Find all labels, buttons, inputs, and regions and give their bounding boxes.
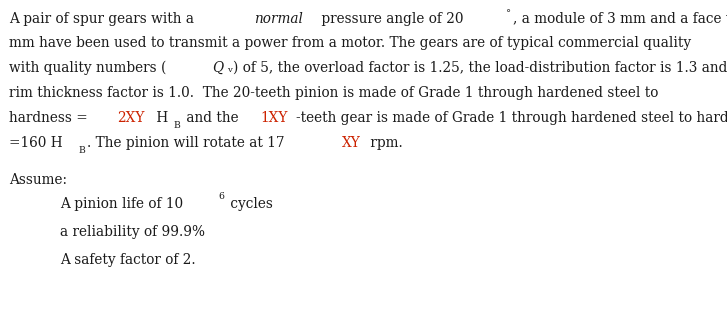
Text: rim thickness factor is 1.0.  The 20-teeth pinion is made of Grade 1 through har: rim thickness factor is 1.0. The 20-teet…	[9, 86, 659, 100]
Text: XY: XY	[342, 136, 361, 150]
Text: B: B	[173, 121, 180, 130]
Text: ᵥ: ᵥ	[227, 61, 232, 75]
Text: A pair of spur gears with a: A pair of spur gears with a	[9, 12, 198, 26]
Text: rpm.: rpm.	[366, 136, 403, 150]
Text: 2XY: 2XY	[117, 111, 144, 125]
Text: A safety factor of 2.: A safety factor of 2.	[60, 253, 196, 267]
Text: hardness =: hardness =	[9, 111, 92, 125]
Text: Q: Q	[212, 61, 224, 75]
Text: mm have been used to transmit a power from a motor. The gears are of typical com: mm have been used to transmit a power fr…	[9, 36, 691, 50]
Text: °: °	[506, 9, 511, 18]
Text: B: B	[79, 146, 85, 155]
Text: H: H	[152, 111, 168, 125]
Text: ) of 5, the overload factor is 1.25, the load-distribution factor is 1.3 and the: ) of 5, the overload factor is 1.25, the…	[233, 61, 727, 75]
Text: a reliability of 99.9%: a reliability of 99.9%	[60, 225, 204, 239]
Text: -teeth gear is made of Grade 1 through hardened steel to hardness: -teeth gear is made of Grade 1 through h…	[296, 111, 727, 125]
Text: with quality numbers (: with quality numbers (	[9, 60, 166, 75]
Text: A pinion life of 10: A pinion life of 10	[60, 197, 182, 211]
Text: 6: 6	[219, 192, 225, 201]
Text: pressure angle of 20: pressure angle of 20	[317, 12, 463, 26]
Text: cycles: cycles	[226, 197, 273, 211]
Text: =160 H: =160 H	[9, 136, 63, 150]
Text: Assume:: Assume:	[9, 173, 68, 187]
Text: . The pinion will rotate at 17: . The pinion will rotate at 17	[87, 136, 285, 150]
Text: normal: normal	[254, 12, 302, 26]
Text: 1XY: 1XY	[260, 111, 288, 125]
Text: and the: and the	[182, 111, 243, 125]
Text: , a module of 3 mm and a face width of 35: , a module of 3 mm and a face width of 3…	[513, 12, 727, 26]
